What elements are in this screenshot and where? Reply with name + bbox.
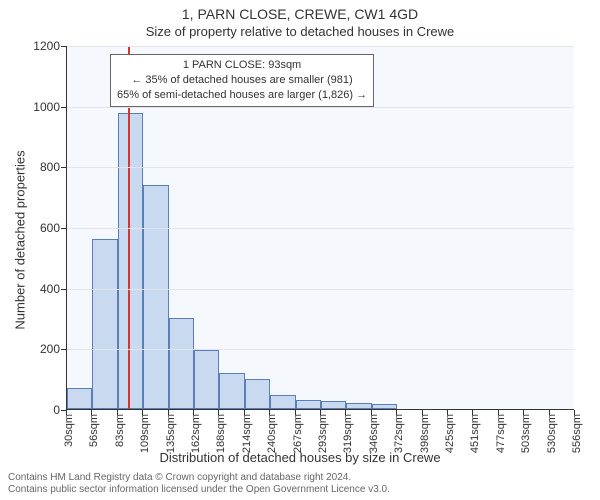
x-tick-label: 240sqm [266, 414, 278, 453]
x-tick-label: 56sqm [88, 414, 100, 447]
footer-line2: Contains public sector information licen… [8, 484, 592, 496]
y-tick-mark [61, 107, 66, 108]
y-tick-label: 1000 [10, 100, 60, 114]
chart-title: 1, PARN CLOSE, CREWE, CW1 4GD [0, 6, 600, 22]
histogram-bar [92, 239, 117, 409]
y-axis-label: Number of detached properties [13, 150, 28, 329]
footer: Contains HM Land Registry data © Crown c… [8, 472, 592, 496]
x-tick-label: 398sqm [419, 414, 431, 453]
y-tick-label: 0 [10, 403, 60, 417]
histogram-bar [321, 401, 346, 409]
x-tick-label: 451sqm [469, 414, 481, 453]
gridline [67, 167, 574, 168]
gridline [67, 349, 574, 350]
histogram-bar [346, 403, 371, 409]
info-box-line2: ← 35% of detached houses are smaller (98… [117, 73, 367, 88]
info-box-line3: 65% of semi-detached houses are larger (… [117, 88, 367, 103]
x-tick-label: 530sqm [546, 414, 558, 453]
y-tick-label: 1200 [10, 39, 60, 53]
x-tick-label: 319sqm [342, 414, 354, 453]
gridline [67, 107, 574, 108]
x-tick-label: 83sqm [114, 414, 126, 447]
y-tick-label: 400 [10, 282, 60, 296]
info-box-line1: 1 PARN CLOSE: 93sqm [117, 58, 367, 73]
x-tick-label: 503sqm [520, 414, 532, 453]
gridline [67, 289, 574, 290]
y-tick-label: 600 [10, 221, 60, 235]
y-tick-label: 800 [10, 160, 60, 174]
x-tick-label: 346sqm [368, 414, 380, 453]
histogram-bar [245, 379, 270, 409]
x-tick-label: 293sqm [317, 414, 329, 453]
histogram-bar [143, 185, 168, 409]
y-tick-mark [61, 46, 66, 47]
histogram-bar [169, 318, 194, 409]
x-tick-label: 188sqm [215, 414, 227, 453]
gridline [67, 228, 574, 229]
histogram-bar [270, 395, 295, 409]
histogram-bar [118, 113, 143, 409]
histogram-bar [296, 400, 321, 409]
y-tick-mark [61, 228, 66, 229]
histogram-bar [372, 404, 397, 409]
x-tick-label: 214sqm [241, 414, 253, 453]
histogram-bar [194, 350, 219, 409]
x-tick-label: 556sqm [571, 414, 583, 453]
footer-line1: Contains HM Land Registry data © Crown c… [8, 472, 592, 484]
x-tick-label: 425sqm [444, 414, 456, 453]
chart-subtitle: Size of property relative to detached ho… [0, 24, 600, 39]
y-tick-label: 200 [10, 342, 60, 356]
histogram-bar [67, 388, 92, 409]
x-tick-label: 30sqm [63, 414, 75, 447]
info-box: 1 PARN CLOSE: 93sqm ← 35% of detached ho… [110, 54, 374, 107]
y-tick-mark [61, 289, 66, 290]
gridline [67, 46, 574, 47]
histogram-bar [219, 373, 244, 409]
x-tick-label: 135sqm [165, 414, 177, 453]
x-tick-label: 372sqm [393, 414, 405, 453]
x-tick-label: 109sqm [139, 414, 151, 453]
x-tick-label: 267sqm [292, 414, 304, 453]
x-tick-label: 477sqm [495, 414, 507, 453]
x-tick-label: 162sqm [190, 414, 202, 453]
chart-container: 1, PARN CLOSE, CREWE, CW1 4GD Size of pr… [0, 0, 600, 500]
y-tick-mark [61, 349, 66, 350]
y-tick-mark [61, 167, 66, 168]
